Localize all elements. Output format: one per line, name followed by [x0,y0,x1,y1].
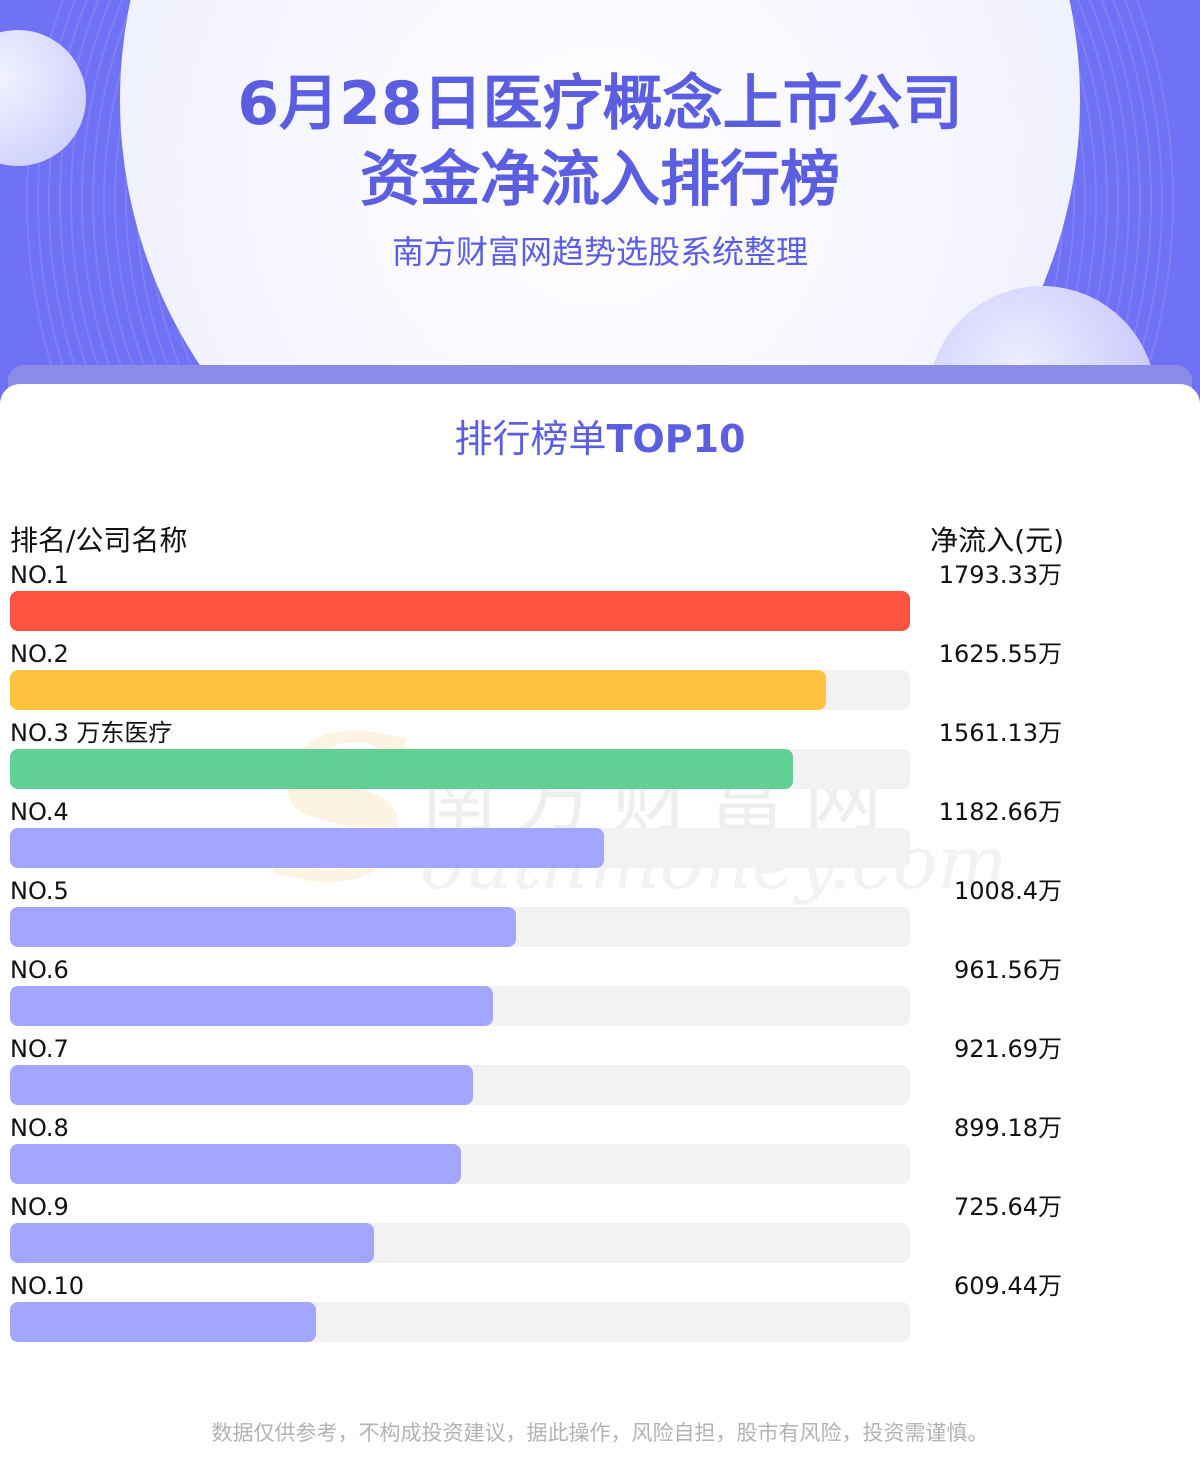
banner-circle [120,0,1080,420]
bar-track [10,749,910,789]
bar-category-label: NO.10 [10,1272,85,1300]
bar-value-label: 921.69万 [954,1035,1062,1063]
bar-category-label: NO.9 [10,1193,69,1221]
bar-row: NO.3 万东医疗 1561.13万 [0,718,1200,797]
bar-track [10,670,910,710]
bar-category-label: NO.4 [10,798,69,826]
chart-title-en: TOP10 [606,417,746,461]
bar [10,1065,473,1105]
bar-track [10,828,910,868]
bar-track [10,1144,910,1184]
bar-category-label: NO.6 [10,956,69,984]
bar-row: NO.2 1625.55万 [0,639,1200,718]
bar [10,1302,316,1342]
bar-track [10,1065,910,1105]
bar [10,591,910,631]
bar-row: NO.7 921.69万 [0,1034,1200,1113]
bar-value-label: 1793.33万 [938,561,1062,589]
page-title-line2: 资金净流入排行榜 [360,145,840,215]
bar-value-label: 1625.55万 [938,640,1062,668]
bar-row: NO.6 961.56万 [0,955,1200,1034]
bar-value-label: 1561.13万 [938,719,1062,747]
bar-value-label: 725.64万 [954,1193,1062,1221]
bar-category-label: NO.5 [10,877,69,905]
bar-category-label: NO.7 [10,1035,69,1063]
chart-title-cn: 排行榜单 [454,417,607,461]
bar [10,986,493,1026]
bar-value-label: 1008.4万 [954,877,1062,905]
bar [10,828,604,868]
bar-value-label: 899.18万 [954,1114,1062,1142]
bar-row: NO.9 725.64万 [0,1192,1200,1271]
bar [10,907,516,947]
page-title: 6月28日医疗概念上市公司 资金净流入排行榜 [0,66,1200,218]
bar-row: NO.8 899.18万 [0,1113,1200,1192]
bar [10,1223,374,1263]
header-banner: 6月28日医疗概念上市公司 资金净流入排行榜 南方财富网趋势选股系统整理 [0,0,1200,420]
bar-value-label: 609.44万 [954,1272,1062,1300]
bar-track [10,591,910,631]
page-title-line1: 6月28日医疗概念上市公司 [237,69,963,139]
bar-row: NO.4 1182.66万 [0,797,1200,876]
bar-category-label: NO.3 万东医疗 [10,719,173,747]
bar [10,749,793,789]
bar-category-label: NO.1 [10,561,69,589]
bar [10,1144,461,1184]
bar-value-label: 1182.66万 [938,798,1062,826]
bar [10,670,826,710]
bar-chart: NO.1 1793.33万 NO.2 1625.55万 NO.3 万东医疗 1561.13… [0,560,1200,1360]
bar-track [10,1302,910,1342]
bar-track [10,986,910,1026]
page-subtitle: 南方财富网趋势选股系统整理 [391,233,808,271]
y-axis-label: 净流入(元) [930,524,1064,557]
bar-row: NO.5 1008.4万 [0,876,1200,955]
bar-track [10,1223,910,1263]
disclaimer-text: 数据仅供参考，不构成投资建议，据此操作，风险自担，股市有风险，投资需谨慎。 [211,1421,989,1445]
bar-track [10,907,910,947]
bar-row: NO.10 609.44万 [0,1271,1200,1350]
bar-value-label: 961.56万 [954,956,1062,984]
chart-title: 排行榜单TOP10 [0,414,1200,464]
bar-category-label: NO.2 [10,640,69,668]
bar-category-label: NO.8 [10,1114,69,1142]
x-axis-label: 排名/公司名称 [10,524,188,557]
bar-row: NO.1 1793.33万 [0,560,1200,639]
